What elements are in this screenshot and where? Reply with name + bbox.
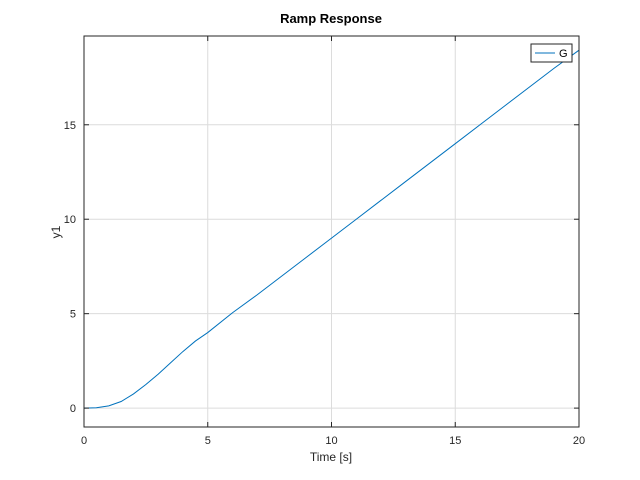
ticks: 0 5 10 15 20 0 5 10 15 xyxy=(64,36,585,447)
x-tick-label: 0 xyxy=(81,435,87,447)
x-tick-label: 5 xyxy=(205,435,211,447)
y-tick-label: 15 xyxy=(64,120,76,132)
x-tick-label: 20 xyxy=(573,435,585,447)
chart-title: Ramp Response xyxy=(280,11,382,26)
x-tick-label: 15 xyxy=(449,435,461,447)
series-layer xyxy=(83,49,580,409)
y-tick-label: 0 xyxy=(70,403,76,415)
y-tick-label: 5 xyxy=(70,309,76,321)
x-tick-label: 10 xyxy=(325,435,337,447)
y-tick-label: 10 xyxy=(64,214,76,226)
series-line-g xyxy=(83,49,580,409)
y-axis-label: y1 xyxy=(49,225,63,238)
legend-label-g: G xyxy=(559,48,568,60)
x-axis-label: Time [s] xyxy=(310,450,352,464)
legend: G xyxy=(530,43,573,63)
